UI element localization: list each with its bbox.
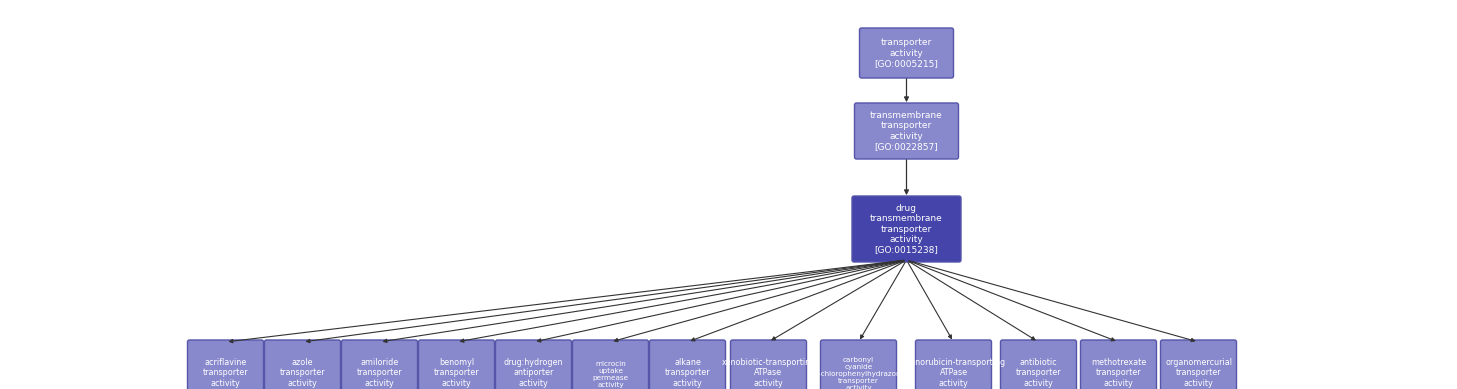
FancyBboxPatch shape <box>730 340 807 389</box>
Text: carbonyl
cyanide
m-chlorophenylhydrazone
transporter
activity
[GO:0015549]: carbonyl cyanide m-chlorophenylhydrazone… <box>812 357 905 389</box>
FancyBboxPatch shape <box>341 340 418 389</box>
FancyBboxPatch shape <box>188 340 264 389</box>
Text: drug
transmembrane
transporter
activity
[GO:0015238]: drug transmembrane transporter activity … <box>870 204 943 254</box>
FancyBboxPatch shape <box>650 340 726 389</box>
FancyBboxPatch shape <box>495 340 571 389</box>
Text: microcin
uptake
permease
activity
[GO:0015638]: microcin uptake permease activity [GO:00… <box>584 361 637 389</box>
FancyBboxPatch shape <box>573 340 648 389</box>
Text: xenobiotic-transporting
ATPase
activity
[GO:0008559]: xenobiotic-transporting ATPase activity … <box>721 358 816 389</box>
FancyBboxPatch shape <box>852 196 962 262</box>
FancyBboxPatch shape <box>418 340 494 389</box>
Text: amiloride
transporter
activity
[GO:0015240]: amiloride transporter activity [GO:00152… <box>351 358 408 389</box>
Text: antibiotic
transporter
activity
[GO:0042895]: antibiotic transporter activity [GO:0042… <box>1010 358 1067 389</box>
Text: organomercurial
transporter
activity
[GO:0015548]: organomercurial transporter activity [GO… <box>1166 358 1233 389</box>
Text: transmembrane
transporter
activity
[GO:0022857]: transmembrane transporter activity [GO:0… <box>870 111 943 151</box>
FancyBboxPatch shape <box>265 340 341 389</box>
Text: daunorubicin-transporting
ATPase
activity
[GO:0043216]: daunorubicin-transporting ATPase activit… <box>900 358 1007 389</box>
Text: drug:hydrogen
antiporter
activity
[GO:0015307]: drug:hydrogen antiporter activity [GO:00… <box>504 358 564 389</box>
Text: acriflavine
transporter
activity
[GO:0015566]: acriflavine transporter activity [GO:001… <box>197 358 254 389</box>
Text: methotrexate
transporter
activity
[GO:0015350]: methotrexate transporter activity [GO:00… <box>1090 358 1147 389</box>
FancyBboxPatch shape <box>854 103 959 159</box>
FancyBboxPatch shape <box>820 340 896 389</box>
FancyBboxPatch shape <box>1081 340 1157 389</box>
FancyBboxPatch shape <box>860 28 953 78</box>
FancyBboxPatch shape <box>1160 340 1237 389</box>
Text: alkane
transporter
activity
[GO:0015567]: alkane transporter activity [GO:0015567] <box>659 358 715 389</box>
Text: transporter
activity
[GO:0005215]: transporter activity [GO:0005215] <box>874 38 938 68</box>
FancyBboxPatch shape <box>915 340 992 389</box>
Text: benomyl
transporter
activity
[GO:0015242]: benomyl transporter activity [GO:0015242… <box>428 358 485 389</box>
FancyBboxPatch shape <box>1001 340 1077 389</box>
Text: azole
transporter
activity
[GO:0045118]: azole transporter activity [GO:0045118] <box>274 358 331 389</box>
